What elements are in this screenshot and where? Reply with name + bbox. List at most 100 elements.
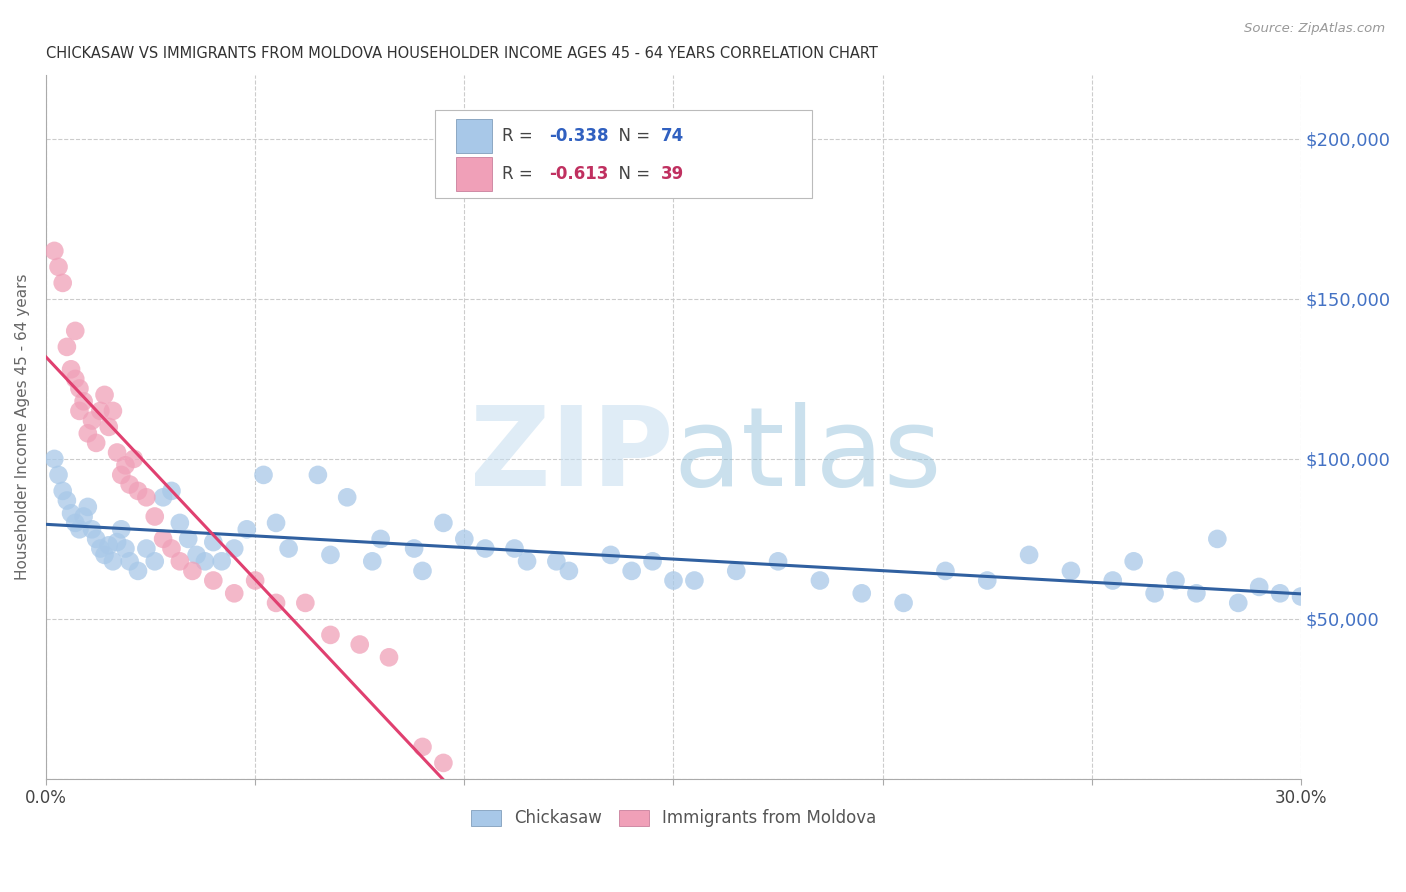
Point [60, 362, 83, 376]
Point [118, 554, 141, 568]
Point [725, 564, 748, 578]
Text: 74: 74 [661, 128, 685, 145]
Point [76, 500, 98, 514]
Point [252, 467, 274, 482]
Point [1289, 590, 1312, 604]
Point [1122, 554, 1144, 568]
Point [84, 436, 107, 450]
Point [277, 541, 299, 556]
Point [118, 477, 141, 491]
Point [80, 522, 103, 536]
Point [243, 574, 266, 588]
Point [683, 574, 706, 588]
Point [135, 491, 157, 505]
Point [97, 420, 120, 434]
Point [307, 467, 329, 482]
Point [224, 541, 246, 556]
Point [236, 522, 259, 536]
Point [135, 541, 157, 556]
Point [169, 554, 191, 568]
Point [349, 638, 371, 652]
Point [294, 596, 316, 610]
Point [110, 522, 132, 536]
Point [378, 650, 401, 665]
Point [72, 509, 94, 524]
Point [48, 260, 70, 274]
Point [52, 483, 75, 498]
Point [160, 483, 183, 498]
Point [1227, 596, 1250, 610]
Point [152, 491, 174, 505]
Legend: Chickasaw, Immigrants from Moldova: Chickasaw, Immigrants from Moldova [464, 803, 883, 834]
Point [641, 554, 664, 568]
Point [766, 554, 789, 568]
Point [432, 516, 454, 530]
Point [114, 458, 136, 473]
Point [211, 554, 233, 568]
Point [143, 554, 166, 568]
Point [319, 548, 342, 562]
Point [361, 554, 384, 568]
Point [620, 564, 643, 578]
Text: 39: 39 [661, 165, 685, 184]
Point [69, 382, 91, 396]
Bar [457, 120, 492, 153]
Point [432, 756, 454, 770]
Point [101, 554, 124, 568]
Point [56, 493, 79, 508]
Point [1018, 548, 1040, 562]
Point [152, 532, 174, 546]
Point [89, 404, 111, 418]
Point [44, 244, 66, 258]
Point [105, 535, 128, 549]
Point [84, 532, 107, 546]
Point [122, 451, 145, 466]
Y-axis label: Householder Income Ages 45 - 64 years: Householder Income Ages 45 - 64 years [15, 274, 30, 580]
Point [893, 596, 915, 610]
Point [1185, 586, 1208, 600]
Text: atlas: atlas [673, 401, 942, 508]
Point [127, 564, 149, 578]
Point [224, 586, 246, 600]
Point [404, 541, 426, 556]
Text: N =: N = [609, 128, 655, 145]
Point [264, 516, 287, 530]
Point [97, 538, 120, 552]
Point [76, 426, 98, 441]
Point [177, 532, 200, 546]
Point [93, 388, 115, 402]
Point [1268, 586, 1291, 600]
Point [186, 548, 208, 562]
Point [1164, 574, 1187, 588]
Point [1101, 574, 1123, 588]
Point [114, 541, 136, 556]
Text: CHICKASAW VS IMMIGRANTS FROM MOLDOVA HOUSEHOLDER INCOME AGES 45 - 64 YEARS CORRE: CHICKASAW VS IMMIGRANTS FROM MOLDOVA HOU… [46, 46, 877, 62]
Point [264, 596, 287, 610]
Point [336, 491, 359, 505]
FancyBboxPatch shape [434, 110, 811, 198]
Point [1249, 580, 1271, 594]
Text: R =: R = [502, 165, 537, 184]
Point [60, 506, 83, 520]
Point [143, 509, 166, 524]
Text: R =: R = [502, 128, 537, 145]
Point [93, 548, 115, 562]
Point [69, 522, 91, 536]
Point [181, 564, 204, 578]
Point [546, 554, 568, 568]
Point [370, 532, 392, 546]
Point [1143, 586, 1166, 600]
Point [1060, 564, 1083, 578]
Point [516, 554, 538, 568]
Point [65, 516, 87, 530]
Point [80, 413, 103, 427]
Point [411, 564, 433, 578]
Point [72, 394, 94, 409]
Point [599, 548, 621, 562]
Point [453, 532, 475, 546]
Point [65, 324, 87, 338]
Text: N =: N = [609, 165, 655, 184]
Text: ZIP: ZIP [470, 401, 673, 508]
Point [411, 739, 433, 754]
Text: -0.613: -0.613 [550, 165, 609, 184]
